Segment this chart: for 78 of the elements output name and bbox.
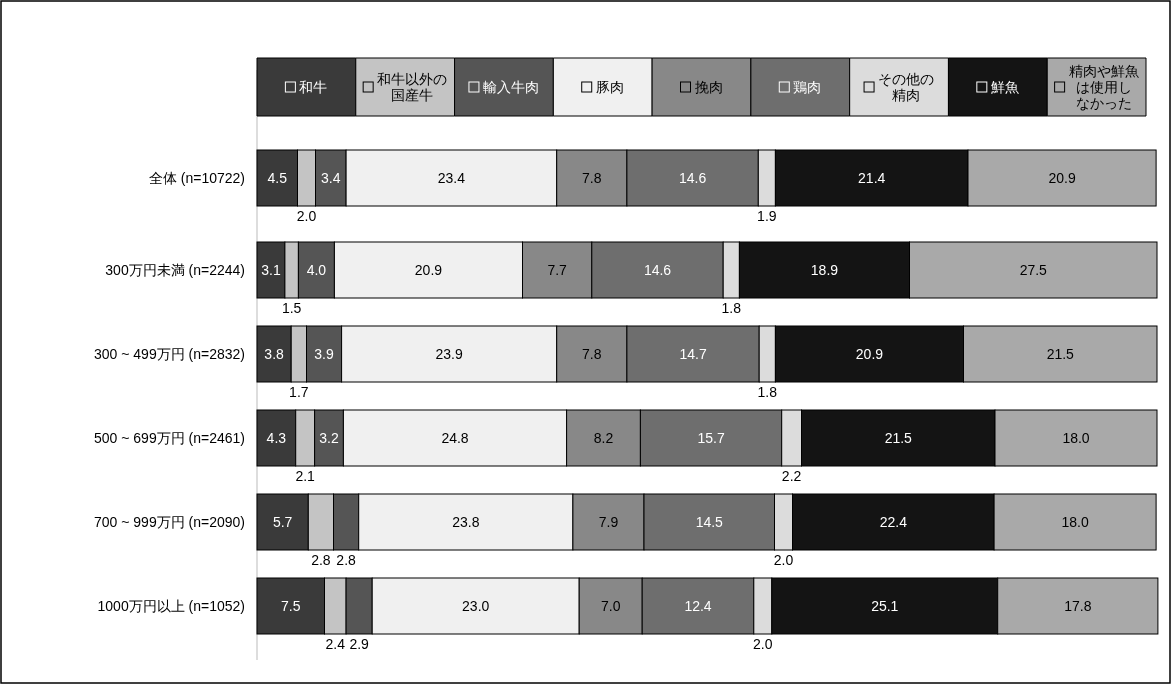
legend-label: 和牛以外の国産牛: [377, 71, 448, 103]
data-label: 3.4: [321, 170, 341, 186]
data-label: 2.0: [296, 208, 317, 224]
legend-item: その他の精肉: [849, 57, 949, 117]
data-label: 14.5: [695, 514, 724, 530]
data-label: 2.4: [325, 636, 346, 652]
legend-item: 鮮魚: [947, 57, 1048, 117]
data-label: 2.8: [311, 552, 331, 568]
data-label: 3.1: [261, 262, 281, 278]
legend-label: 豚肉: [595, 79, 624, 95]
data-label: 1.5: [281, 300, 302, 316]
data-label: 12.4: [684, 598, 712, 614]
data-label: 14.6: [678, 170, 707, 186]
legend-label: 精肉や鮮魚は使用しなかった: [1068, 63, 1139, 111]
legend-item: 精肉や鮮魚は使用しなかった: [1046, 57, 1147, 117]
data-label: 1.9: [757, 208, 777, 224]
data-label: 5.7: [272, 514, 293, 530]
data-label: 24.8: [441, 430, 469, 446]
data-label: 27.5: [1019, 262, 1048, 278]
legend-item: 挽肉: [651, 57, 752, 117]
legend-item: 和牛: [256, 57, 357, 117]
y-tick-label: 全体 (n=10722): [148, 170, 245, 186]
data-label: 2.9: [349, 636, 370, 652]
data-label: 2.1: [295, 468, 316, 484]
data-label: 7.8: [582, 170, 602, 186]
data-label: 7.8: [582, 346, 602, 362]
y-tick-label: 300万円未満 (n=2244): [105, 262, 245, 278]
data-label: 4.0: [306, 262, 327, 278]
data-label: 21.5: [884, 430, 913, 446]
data-label: 4.3: [266, 430, 287, 446]
data-label: 17.8: [1064, 598, 1092, 614]
data-label: 15.7: [697, 430, 725, 446]
data-label: 14.6: [643, 262, 672, 278]
legend-label: 鮮魚: [990, 79, 1019, 95]
y-tick-label: 300 ~ 499万円 (n=2832): [94, 346, 245, 362]
data-label: 21.5: [1046, 346, 1075, 362]
legend-label: 挽肉: [694, 79, 723, 95]
data-label: 23.8: [452, 514, 480, 530]
data-label: 2.2: [781, 468, 802, 484]
data-label: 7.0: [600, 598, 621, 614]
data-label: 7.5: [281, 598, 301, 614]
data-label: 1.7: [289, 384, 309, 400]
data-label: 18.0: [1061, 514, 1089, 530]
data-label: 22.4: [879, 514, 908, 530]
data-label: 23.9: [435, 346, 463, 362]
data-label: 21.4: [858, 170, 886, 186]
data-label: 7.9: [598, 514, 619, 530]
legend-item: 輸入牛肉: [454, 57, 554, 117]
data-label: 18.0: [1062, 430, 1090, 446]
data-label: 4.5: [267, 170, 288, 186]
data-label: 3.8: [264, 346, 285, 362]
data-label: 23.0: [462, 598, 490, 614]
legend-item: 和牛以外の国産牛: [355, 57, 456, 117]
data-label: 1.8: [721, 300, 742, 316]
data-label: 7.7: [547, 262, 568, 278]
data-label: 8.2: [593, 430, 614, 446]
data-label: 3.2: [319, 430, 339, 446]
data-label: 20.9: [855, 346, 884, 362]
data-label: 1.8: [757, 384, 778, 400]
y-tick-label: 500 ~ 699万円 (n=2461): [94, 430, 245, 446]
data-label: 18.9: [810, 262, 839, 278]
data-label: 20.9: [1048, 170, 1076, 186]
legend-label: 輸入牛肉: [482, 79, 539, 95]
y-tick-label: 700 ~ 999万円 (n=2090): [94, 514, 245, 530]
data-label: 2.0: [773, 552, 794, 568]
data-label: 25.1: [871, 598, 899, 614]
legend-label: その他の精肉: [878, 71, 935, 103]
data-label: 23.4: [437, 170, 466, 186]
data-label: 2.0: [753, 636, 773, 652]
legend-item: 豚肉: [552, 57, 653, 117]
data-label: 3.9: [314, 346, 334, 362]
data-label: 14.7: [679, 346, 707, 362]
data-label: 2.8: [336, 552, 357, 568]
legend-label: 和牛: [299, 79, 328, 95]
legend-label: 鶏肉: [793, 79, 822, 95]
y-tick-label: 1000万円以上 (n=1052): [97, 598, 245, 614]
legend-item: 鶏肉: [750, 57, 851, 117]
data-label: 20.9: [414, 262, 443, 278]
